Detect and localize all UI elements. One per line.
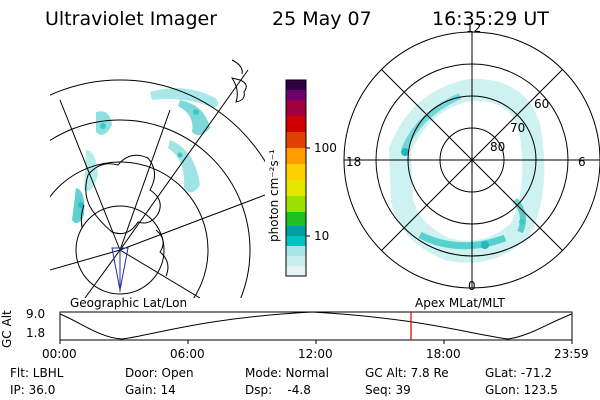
altitude-timeline xyxy=(59,311,573,344)
polar-panel-label: Apex MLat/MLT xyxy=(415,296,505,310)
colorbar-tick-10: 10 xyxy=(314,229,330,243)
gc-alt-info: GC Alt: 7.8 Re xyxy=(365,366,449,380)
alt-xtick-1200: 12:00 xyxy=(298,347,333,361)
time-label: 16:35:29 UT xyxy=(432,8,549,30)
mlat-label-60: 60 xyxy=(534,97,550,111)
instrument-title: Ultraviolet Imager xyxy=(45,8,218,30)
colorbar-tick-100: 100 xyxy=(314,141,337,155)
date-label: 25 May 07 xyxy=(272,8,372,30)
mlt-label-0: 0 xyxy=(468,279,476,293)
geographic-map xyxy=(50,59,265,298)
mlat-label-80: 80 xyxy=(490,140,506,154)
color-scale-bar xyxy=(285,79,310,277)
alt-xtick-0600: 06:00 xyxy=(170,347,205,361)
door-info: Door: Open xyxy=(125,366,194,380)
mlt-label-18: 18 xyxy=(346,155,362,169)
mlt-label-6: 6 xyxy=(578,155,586,169)
ip-info: IP: 36.0 xyxy=(10,383,56,397)
dsp-info: Dsp: -4.8 xyxy=(245,383,311,397)
mode-info: Mode: Normal xyxy=(245,366,329,380)
mlt-label-12: 12 xyxy=(466,21,482,35)
mlat-label-70: 70 xyxy=(510,121,526,135)
geo-panel-label: Geographic Lat/Lon xyxy=(70,296,188,310)
alt-ytick-1: 1.8 xyxy=(26,326,46,340)
alt-xtick-1800: 18:00 xyxy=(426,347,461,361)
geo-aurora-emission xyxy=(72,88,219,224)
alt-ylabel: GC Alt xyxy=(0,310,14,348)
alt-ytick-9: 9.0 xyxy=(26,307,46,321)
glat-info: GLat: -71.2 xyxy=(485,366,552,380)
colorbar-unit-label: photon cm⁻²s⁻¹ xyxy=(267,149,281,242)
glon-info: GLon: 123.5 xyxy=(485,383,558,397)
filter-info: Flt: LBHL xyxy=(10,366,64,380)
alt-xtick-0000: 00:00 xyxy=(42,347,77,361)
seq-info: Seq: 39 xyxy=(365,383,411,397)
gain-info: Gain: 14 xyxy=(125,383,176,397)
alt-xtick-2359: 23:59 xyxy=(554,347,589,361)
polar-aurora-emission xyxy=(388,78,545,263)
polar-plot xyxy=(343,31,600,289)
